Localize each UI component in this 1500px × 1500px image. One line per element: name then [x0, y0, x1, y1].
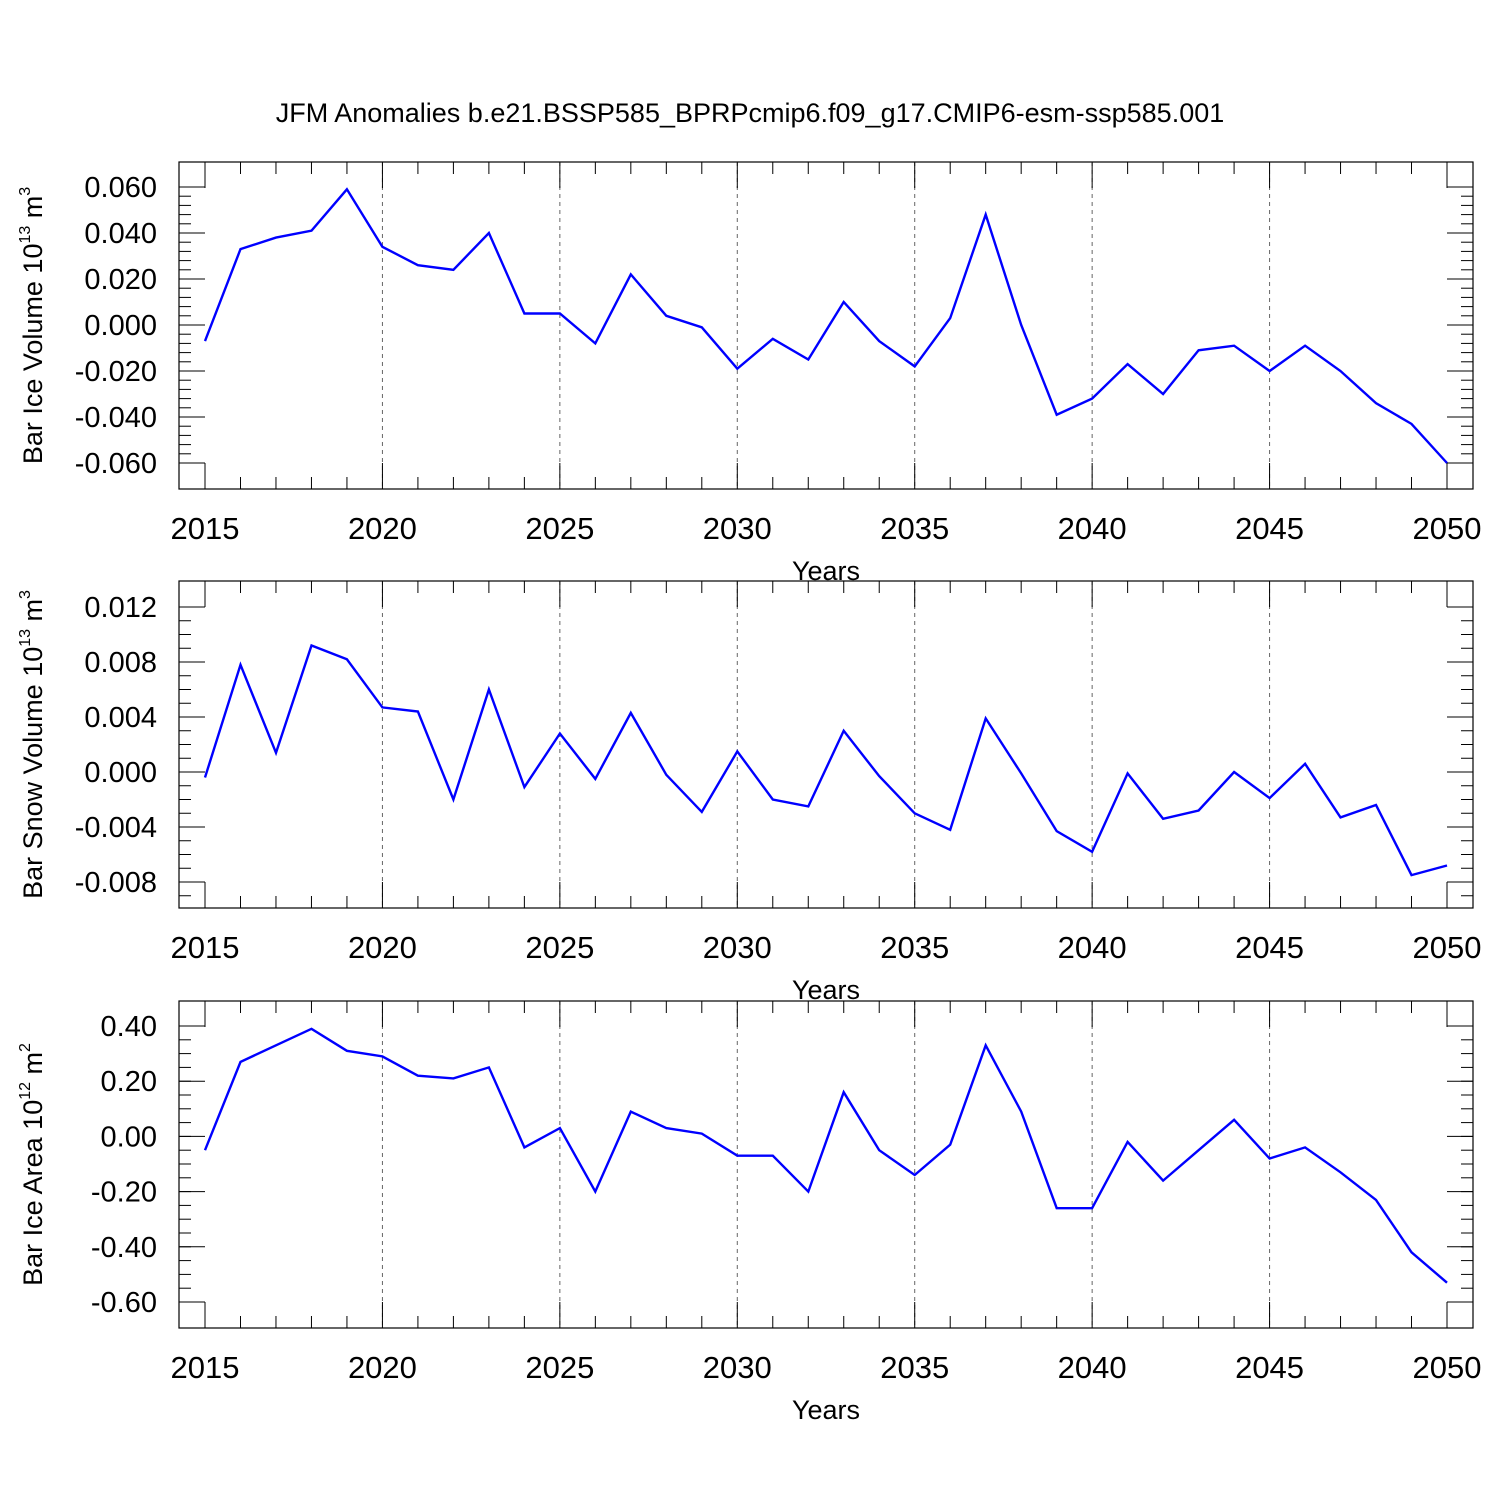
y-tick-label: -0.040: [75, 402, 157, 434]
x-tick-label: 2030: [703, 1350, 772, 1385]
y-tick-label: 0.00: [101, 1121, 157, 1153]
x-tick-label: 2025: [525, 1350, 594, 1385]
x-tick-label: 2020: [348, 511, 417, 546]
y-tick-label: -0.020: [75, 356, 157, 388]
y-tick-label: 0.000: [84, 757, 157, 789]
y-tick-label: -0.004: [75, 812, 157, 844]
x-tick-label: 2045: [1235, 1350, 1304, 1385]
y-tick-label: 0.40: [101, 1011, 157, 1043]
figure-title: JFM Anomalies b.e21.BSSP585_BPRPcmip6.f0…: [275, 98, 1225, 128]
x-axis-label: Years: [792, 1395, 860, 1425]
plot-panel-1: 0.060 0.040 0.020 0.000 -0.020 -0.040 -0.060 20…: [17, 161, 1482, 586]
x-tick-label: 2035: [880, 511, 949, 546]
x-tick-label: 2030: [703, 930, 772, 965]
x-tick-label: 2050: [1413, 930, 1482, 965]
x-tick-label: 2050: [1413, 511, 1482, 546]
x-tick-label: 2025: [525, 511, 594, 546]
x-tick-label: 2015: [171, 930, 240, 965]
y-tick-label: 0.060: [84, 172, 157, 204]
x-tick-label: 2020: [348, 930, 417, 965]
x-tick-label: 2050: [1413, 1350, 1482, 1385]
plot-frame: [178, 161, 1474, 490]
y-tick-label: -0.20: [91, 1177, 157, 1209]
y-tick-label: 0.008: [84, 647, 157, 679]
data-series-line: [203, 187, 1448, 464]
y-tick-label: -0.008: [75, 867, 157, 899]
y-tick-label: 0.000: [84, 310, 157, 342]
y-tick-label: 0.040: [84, 218, 157, 250]
y-tick-label: 0.20: [101, 1066, 157, 1098]
plot-frame: [178, 580, 1474, 909]
x-tick-label: 2035: [880, 1350, 949, 1385]
x-tick-label: 2020: [348, 1350, 417, 1385]
y-axis-label: Bar Snow Volume 1013 m3: [17, 590, 48, 899]
y-axis-label: Bar Ice Area 1012 m2: [17, 1043, 48, 1286]
plot-panel-3: 0.40 0.20 0.00 -0.20 -0.40 -0.60 2015 2020 2025 2…: [17, 1000, 1482, 1425]
y-tick-label: 0.020: [84, 264, 157, 296]
y-tick-label: 0.012: [84, 592, 157, 624]
plot-panel-2: 0.012 0.008 0.004 0.000 -0.004 -0.008 2015 2020…: [17, 580, 1482, 1005]
x-tick-label: 2035: [880, 930, 949, 965]
x-tick-label: 2015: [171, 511, 240, 546]
plot-frame: [178, 1000, 1474, 1329]
data-series-line: [203, 1027, 1448, 1284]
x-tick-label: 2030: [703, 511, 772, 546]
data-series-line: [203, 643, 1448, 877]
y-tick-label: 0.004: [84, 702, 157, 734]
x-tick-label: 2040: [1058, 511, 1127, 546]
y-tick-label: -0.60: [91, 1287, 157, 1319]
x-tick-label: 2045: [1235, 511, 1304, 546]
x-tick-label: 2040: [1058, 930, 1127, 965]
x-axis-label: Years: [792, 975, 860, 1005]
y-tick-label: -0.40: [91, 1232, 157, 1264]
x-tick-label: 2045: [1235, 930, 1304, 965]
x-tick-label: 2040: [1058, 1350, 1127, 1385]
x-tick-label: 2015: [171, 1350, 240, 1385]
y-axis-label: Bar Ice Volume 1013 m3: [17, 187, 48, 464]
y-tick-label: -0.060: [75, 448, 157, 480]
x-tick-label: 2025: [525, 930, 594, 965]
